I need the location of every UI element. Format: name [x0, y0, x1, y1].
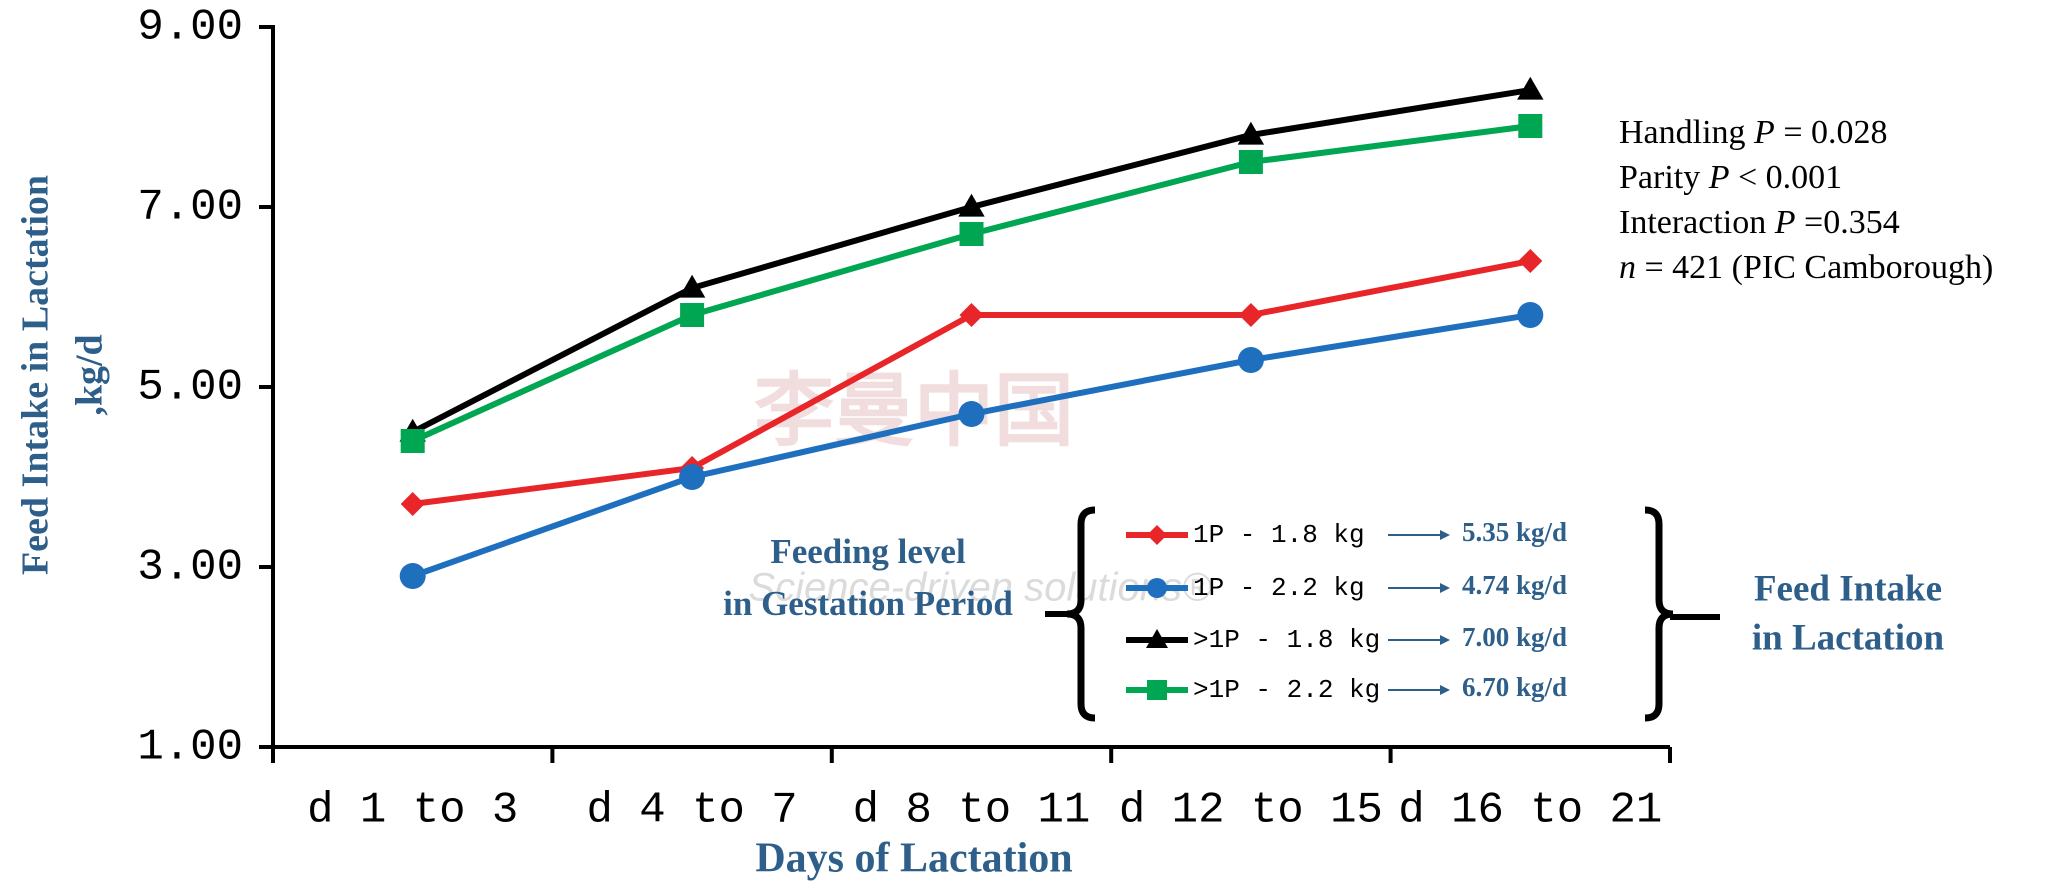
- x-tick-label: d 1 to 3: [307, 786, 518, 836]
- x-tick-label: d 4 to 7: [586, 786, 797, 836]
- stat-part: Interaction: [1619, 204, 1775, 241]
- marker: [679, 464, 705, 490]
- stat-line: n = 421 (PIC Camborough): [1619, 249, 1993, 286]
- arrow-head: [1440, 530, 1450, 540]
- marker: [1239, 150, 1263, 174]
- marker: [959, 401, 985, 427]
- stat-part: P: [1753, 114, 1775, 151]
- legend-title: Feeding level: [770, 532, 966, 571]
- stat-part: = 421 (PIC Camborough): [1636, 249, 1993, 286]
- y-tick-label: 9.00: [137, 3, 243, 53]
- legend-label: >1P - 2.2 kg: [1193, 675, 1380, 705]
- stat-part: Handling: [1619, 114, 1754, 151]
- marker: [1147, 680, 1167, 700]
- marker: [960, 303, 984, 327]
- legend-note: 6.70 kg/d: [1462, 672, 1567, 702]
- stat-line: Interaction P =0.354: [1619, 204, 1900, 241]
- legend-note: 7.00 kg/d: [1462, 622, 1567, 652]
- marker: [1518, 249, 1542, 273]
- stat-line: Parity P < 0.001: [1619, 159, 1842, 196]
- group-label: Feed Intake: [1754, 568, 1942, 609]
- marker: [960, 222, 984, 246]
- marker: [1517, 302, 1543, 328]
- y-tick-label: 7.00: [137, 183, 243, 233]
- arrow-head: [1440, 635, 1450, 645]
- marker: [400, 563, 426, 589]
- marker: [1239, 303, 1263, 327]
- stat-part: P: [1774, 204, 1796, 241]
- y-axis-label: Feed Intake in Lactation: [15, 175, 57, 575]
- marker: [401, 429, 425, 453]
- x-tick-label: d 8 to 11: [853, 786, 1091, 836]
- y-axis-label: ,kg/d: [69, 334, 111, 415]
- stat-part: =0.354: [1796, 204, 1900, 241]
- legend-note: 5.35 kg/d: [1462, 517, 1567, 547]
- marker: [1147, 578, 1167, 598]
- y-tick-label: 5.00: [137, 363, 243, 413]
- stat-part: n: [1619, 249, 1636, 286]
- legend-title: in Gestation Period: [723, 584, 1013, 623]
- group-label: in Lactation: [1752, 617, 1945, 658]
- marker: [1238, 347, 1264, 373]
- stat-part: < 0.001: [1730, 159, 1843, 196]
- stat-part: Parity: [1619, 159, 1709, 196]
- marker: [1147, 525, 1167, 545]
- legend-label: >1P - 1.8 kg: [1193, 625, 1380, 655]
- y-tick-label: 3.00: [137, 543, 243, 593]
- chart: 李曼中国 Science-driven solutions® Feed Inta…: [0, 0, 2048, 887]
- arrow-head: [1440, 685, 1450, 695]
- stat-part: P: [1708, 159, 1730, 196]
- marker: [1518, 114, 1542, 138]
- marker: [1517, 77, 1543, 100]
- legend-note: 4.74 kg/d: [1462, 570, 1567, 600]
- x-tick-label: d 12 to 15: [1119, 786, 1383, 836]
- arrow-head: [1440, 583, 1450, 593]
- marker: [401, 492, 425, 516]
- watermark: 李曼中国: [754, 368, 1074, 456]
- y-tick-label: 1.00: [137, 723, 243, 773]
- legend-label: 1P - 1.8 kg: [1193, 520, 1365, 550]
- legend-label: 1P - 2.2 kg: [1193, 573, 1365, 603]
- stat-line: Handling P = 0.028: [1619, 114, 1888, 151]
- x-tick-label: d 16 to 21: [1398, 786, 1662, 836]
- bracket: [1645, 510, 1673, 718]
- bracket: [1067, 510, 1095, 718]
- marker: [680, 303, 704, 327]
- x-axis-label: Days of Lactation: [755, 836, 1072, 882]
- stat-part: = 0.028: [1775, 114, 1888, 151]
